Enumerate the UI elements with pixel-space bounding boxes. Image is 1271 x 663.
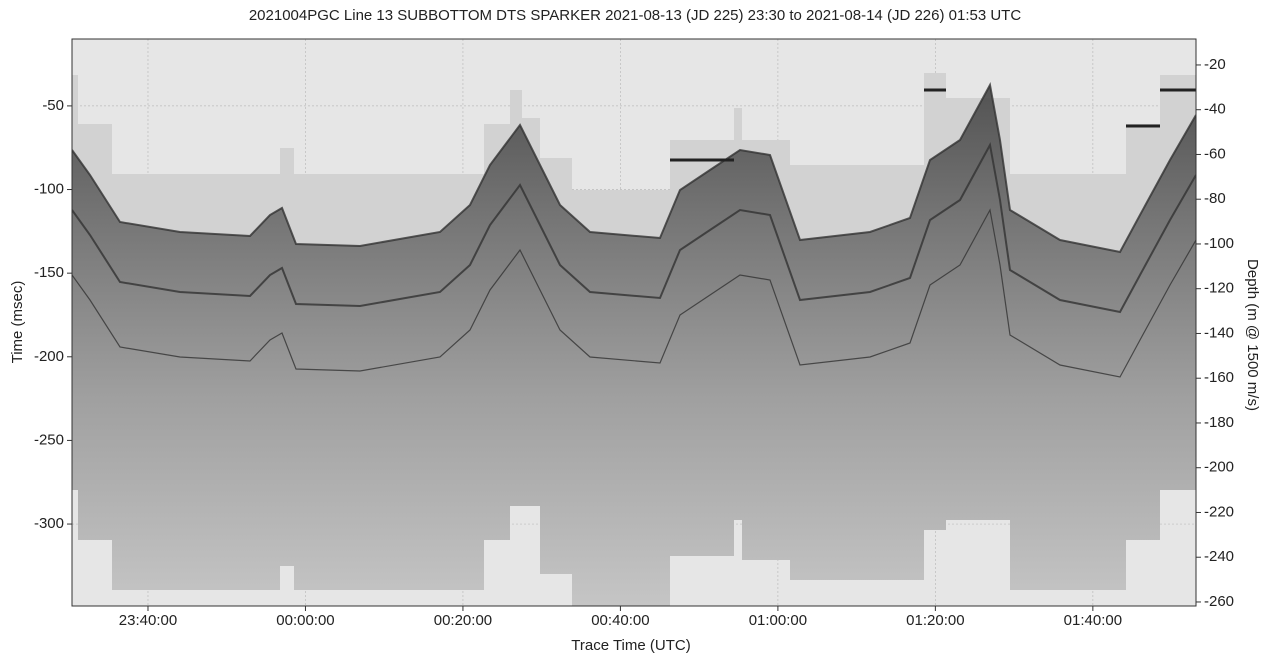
plot-frame [71,38,1197,607]
y2-tick-label: -20 [1204,56,1226,73]
y-tick-label: -300 [34,515,64,532]
chart-title: 2021004PGC Line 13 SUBBOTTOM DTS SPARKER… [249,7,1021,24]
y2-tick-label: -160 [1204,369,1234,386]
x-tick-label: 00:40:00 [591,612,649,629]
y2-tick-label: -200 [1204,459,1234,476]
y2-tick-label: -120 [1204,280,1234,297]
y2-tick-label: -260 [1204,593,1234,610]
x-tick-label: 01:40:00 [1064,612,1122,629]
y2-tick-label: -40 [1204,101,1226,118]
y2-tick-label: -140 [1204,324,1234,341]
x-tick-label: 00:00:00 [276,612,334,629]
y2-axis-label: Depth (m @ 1500 m/s) [1244,259,1261,411]
y-tick-label: -100 [34,180,64,197]
y-axis-label: Time (msec) [9,281,26,364]
y2-tick-label: -60 [1204,145,1226,162]
profile-image [72,73,1196,606]
x-axis-label: Trace Time (UTC) [571,637,690,654]
y2-tick-label: -80 [1204,190,1226,207]
y-tick-label: -200 [34,348,64,365]
x-tick-label: 01:00:00 [749,612,807,629]
y-tick-label: -50 [42,97,64,114]
y2-tick-label: -240 [1204,548,1234,565]
x-tick-label: 01:20:00 [906,612,964,629]
y-tick-label: -250 [34,431,64,448]
y2-tick-label: -220 [1204,503,1234,520]
y-tick-label: -150 [34,264,64,281]
y2-tick-label: -180 [1204,414,1234,431]
x-tick-label: 00:20:00 [434,612,492,629]
y2-tick-label: -100 [1204,235,1234,252]
x-tick-label: 23:40:00 [119,612,177,629]
